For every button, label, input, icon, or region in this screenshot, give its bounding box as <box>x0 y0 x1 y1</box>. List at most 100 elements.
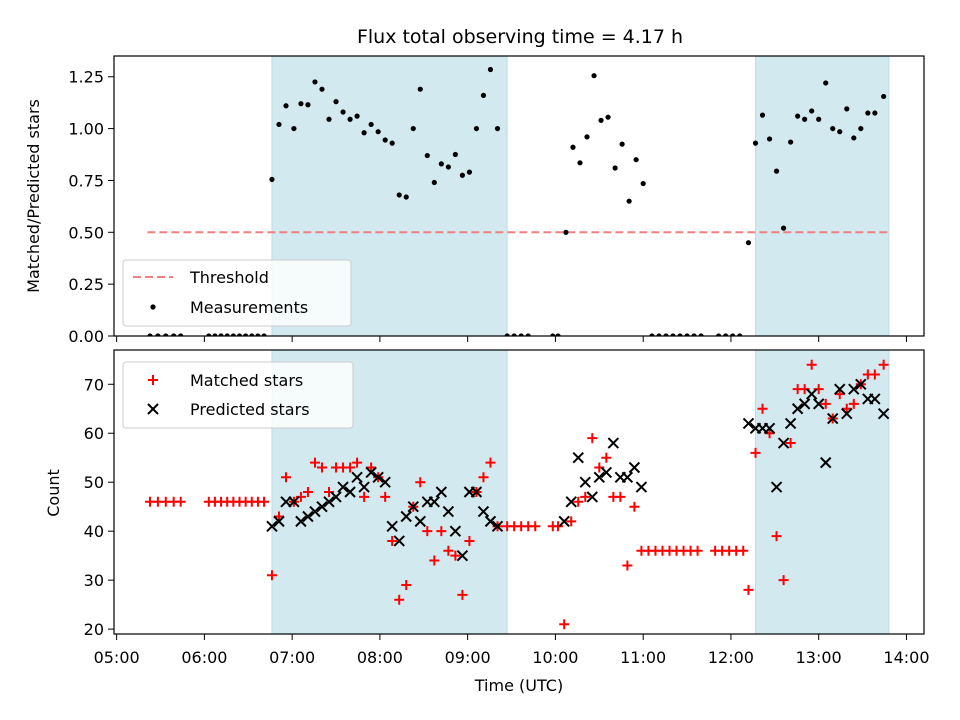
matched-star-point-20 <box>302 487 313 497</box>
xtick-label-8: 13:00 <box>796 648 842 667</box>
measurement-point-8 <box>224 333 230 336</box>
matched-star-point-17 <box>281 472 292 483</box>
top-ylabel: Matched/Predicted stars <box>24 99 43 293</box>
top-ytick-label-4: 1.00 <box>68 120 104 139</box>
measurement-point-77 <box>737 333 743 336</box>
predicted-star-point-40 <box>607 437 620 449</box>
predicted-star-point-14 <box>365 466 377 479</box>
matched-star-point-82 <box>757 403 768 414</box>
matched-star-point-15 <box>266 570 277 581</box>
predicted-star-point-26 <box>449 525 462 537</box>
matched-star-point-91 <box>820 398 831 409</box>
matched-star-point-58 <box>580 491 591 502</box>
predicted-star-point-17 <box>386 520 398 532</box>
matched-star-point-84 <box>771 531 782 542</box>
measurement-point-44 <box>473 125 480 132</box>
measurement-point-83 <box>780 225 787 231</box>
predicted-star-point-4 <box>295 515 307 528</box>
measurement-point-67 <box>656 333 662 336</box>
matched-star-point-63 <box>615 491 626 502</box>
measurement-point-59 <box>598 117 604 123</box>
predicted-star-point-39 <box>600 466 613 479</box>
measurement-point-90 <box>830 125 836 132</box>
measurement-point-35 <box>410 125 416 132</box>
legend-measurements-swatch <box>150 304 156 310</box>
measurement-point-22 <box>319 86 325 92</box>
top-legend: Threshold Measurements <box>122 259 352 327</box>
measurement-point-63 <box>626 198 632 204</box>
measurement-point-56 <box>577 160 583 166</box>
measurement-point-70 <box>677 333 683 336</box>
xtick-label-6: 11:00 <box>620 648 666 667</box>
measurement-point-93 <box>851 135 857 141</box>
matched-star-point-31 <box>380 491 391 502</box>
measurement-point-27 <box>354 113 360 119</box>
top-ytick-label-1: 0.25 <box>68 275 104 294</box>
measurement-point-86 <box>802 116 808 122</box>
top-panel: 0.00 0.25 0.50 0.75 1.00 1.25 Threshold Measure… <box>68 55 925 346</box>
measurement-point-64 <box>633 157 639 163</box>
matched-star-point-65 <box>629 501 640 512</box>
measurement-point-82 <box>773 168 780 174</box>
xtick-label-9: 14:00 <box>883 648 929 667</box>
top-axes-frame <box>113 55 925 337</box>
bottom-legend-frame <box>122 361 354 429</box>
predicted-star-point-56 <box>820 456 832 469</box>
measurement-point-47 <box>494 125 501 132</box>
legend-predicted-label: Predicted stars <box>190 400 310 419</box>
predicted-star-point-34 <box>565 496 577 508</box>
measurement-point-38 <box>431 179 437 186</box>
measurement-point-84 <box>788 139 794 145</box>
measurement-point-78 <box>745 240 752 246</box>
matched-star-point-79 <box>738 545 749 556</box>
predicted-star-point-50 <box>777 437 790 449</box>
xtick-label-4: 09:00 <box>445 648 491 667</box>
predicted-star-point-32 <box>491 520 504 532</box>
matched-star-point-55 <box>559 619 570 630</box>
predicted-star-point-35 <box>572 452 584 464</box>
measurement-point-29 <box>368 121 374 128</box>
predicted-star-point-23 <box>428 496 441 508</box>
bottom-ytick-label-5: 70 <box>84 375 104 394</box>
matched-star-point-74 <box>692 545 703 556</box>
measurement-point-54 <box>563 229 569 235</box>
matched-star-point-40 <box>443 545 454 556</box>
predicted-star-point-27 <box>456 549 469 562</box>
matched-star-point-95 <box>848 398 859 409</box>
matched-star-point-43 <box>464 535 475 546</box>
matched-star-point-4 <box>175 496 186 507</box>
predicted-star-point-18 <box>393 535 405 547</box>
measurement-point-66 <box>649 333 655 336</box>
measurement-point-21 <box>312 79 318 85</box>
measurement-point-36 <box>417 86 423 92</box>
predicted-star-point-33 <box>558 515 570 528</box>
measurement-point-11 <box>243 333 249 336</box>
measurement-point-20 <box>305 102 311 108</box>
predicted-star-point-44 <box>635 481 648 493</box>
matched-star-point-14 <box>259 496 270 507</box>
predicted-star-point-20 <box>407 500 419 513</box>
matched-star-point-80 <box>743 584 754 595</box>
bottom-ytick-label-0: 20 <box>84 620 104 639</box>
measurement-point-28 <box>361 130 367 136</box>
measurement-point-39 <box>438 161 444 167</box>
matched-star-point-32 <box>387 535 398 546</box>
measurement-point-25 <box>340 109 346 115</box>
measurement-point-4 <box>178 333 184 336</box>
measurement-point-17 <box>283 103 289 109</box>
matched-star-point-57 <box>573 496 584 507</box>
predicted-star-point-3 <box>288 496 300 508</box>
matched-star-point-81 <box>750 447 761 458</box>
predicted-star-point-38 <box>593 471 606 484</box>
measurement-point-74 <box>716 333 722 336</box>
measurement-point-26 <box>347 116 353 122</box>
predicted-star-point-0 <box>266 520 278 532</box>
legend-threshold-label: Threshold <box>189 268 269 287</box>
matched-star-point-42 <box>457 589 468 600</box>
matched-star-point-86 <box>785 438 796 449</box>
measurement-point-53 <box>555 333 561 336</box>
predicted-star-point-29 <box>470 486 483 498</box>
predicted-star-point-58 <box>834 383 846 395</box>
matched-star-point-93 <box>834 389 845 400</box>
